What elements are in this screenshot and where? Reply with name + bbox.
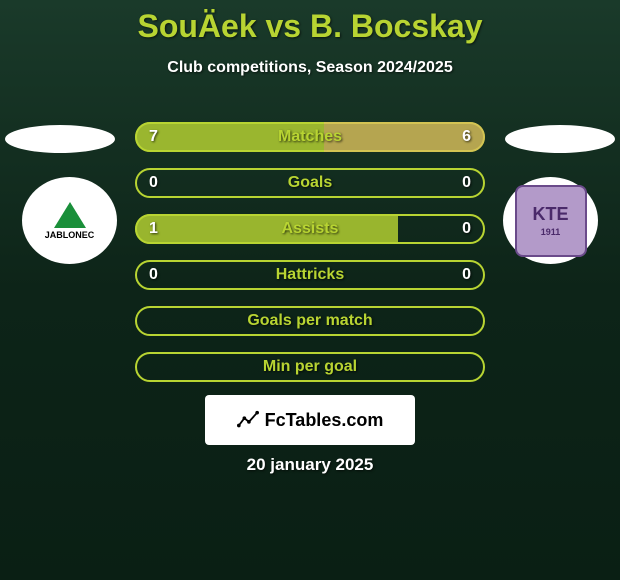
comparison-infographic: SouÄek vs B. Bocskay Club competitions, … bbox=[0, 0, 620, 580]
stat-bars-container: Matches76Goals00Assists10Hattricks00Goal… bbox=[135, 122, 485, 398]
stat-value-right: 0 bbox=[462, 168, 471, 198]
team1-logo: JABLONEC bbox=[22, 177, 117, 264]
stat-row: Assists1 0 bbox=[135, 214, 485, 244]
subtitle: Club competitions, Season 2024/2025 bbox=[0, 59, 620, 77]
stat-label: Hattricks bbox=[135, 260, 485, 290]
team2-logo-year: 1911 bbox=[541, 227, 561, 237]
stat-value-right: 6 bbox=[462, 122, 471, 152]
stat-row: Goals0 0 bbox=[135, 168, 485, 198]
stat-value-left: 1 bbox=[149, 214, 158, 244]
stat-label: Min per goal bbox=[135, 352, 485, 382]
player1-name: SouÄek bbox=[137, 8, 256, 44]
stat-value-left: 7 bbox=[149, 122, 158, 152]
stat-value-left: 0 bbox=[149, 168, 158, 198]
player2-photo-placeholder bbox=[505, 125, 615, 153]
stat-row: Goals per match bbox=[135, 306, 485, 336]
player1-photo-placeholder bbox=[5, 125, 115, 153]
chart-icon bbox=[237, 409, 259, 431]
stat-row: Min per goal bbox=[135, 352, 485, 382]
team2-logo-text: KTE bbox=[533, 204, 569, 225]
team2-logo: KTE 1911 bbox=[503, 177, 598, 264]
source-text: FcTables.com bbox=[265, 410, 384, 431]
team1-logo-text: JABLONEC bbox=[45, 230, 95, 240]
source-badge: FcTables.com bbox=[205, 395, 415, 445]
stat-label: Assists bbox=[135, 214, 485, 244]
team2-logo-inner: KTE 1911 bbox=[515, 185, 587, 257]
stat-row: Hattricks0 0 bbox=[135, 260, 485, 290]
stat-label: Goals bbox=[135, 168, 485, 198]
team1-logo-inner: JABLONEC bbox=[35, 186, 105, 256]
stat-value-right: 0 bbox=[462, 260, 471, 290]
date-text: 20 january 2025 bbox=[0, 455, 620, 475]
stat-value-left: 0 bbox=[149, 260, 158, 290]
team1-logo-shape bbox=[54, 202, 86, 228]
stat-row: Matches7 6 bbox=[135, 122, 485, 152]
player2-name: B. Bocskay bbox=[310, 8, 483, 44]
stat-label: Matches bbox=[135, 122, 485, 152]
vs-text: vs bbox=[266, 8, 302, 44]
stat-value-right: 0 bbox=[462, 214, 471, 244]
stat-label: Goals per match bbox=[135, 306, 485, 336]
page-title: SouÄek vs B. Bocskay bbox=[0, 0, 620, 45]
